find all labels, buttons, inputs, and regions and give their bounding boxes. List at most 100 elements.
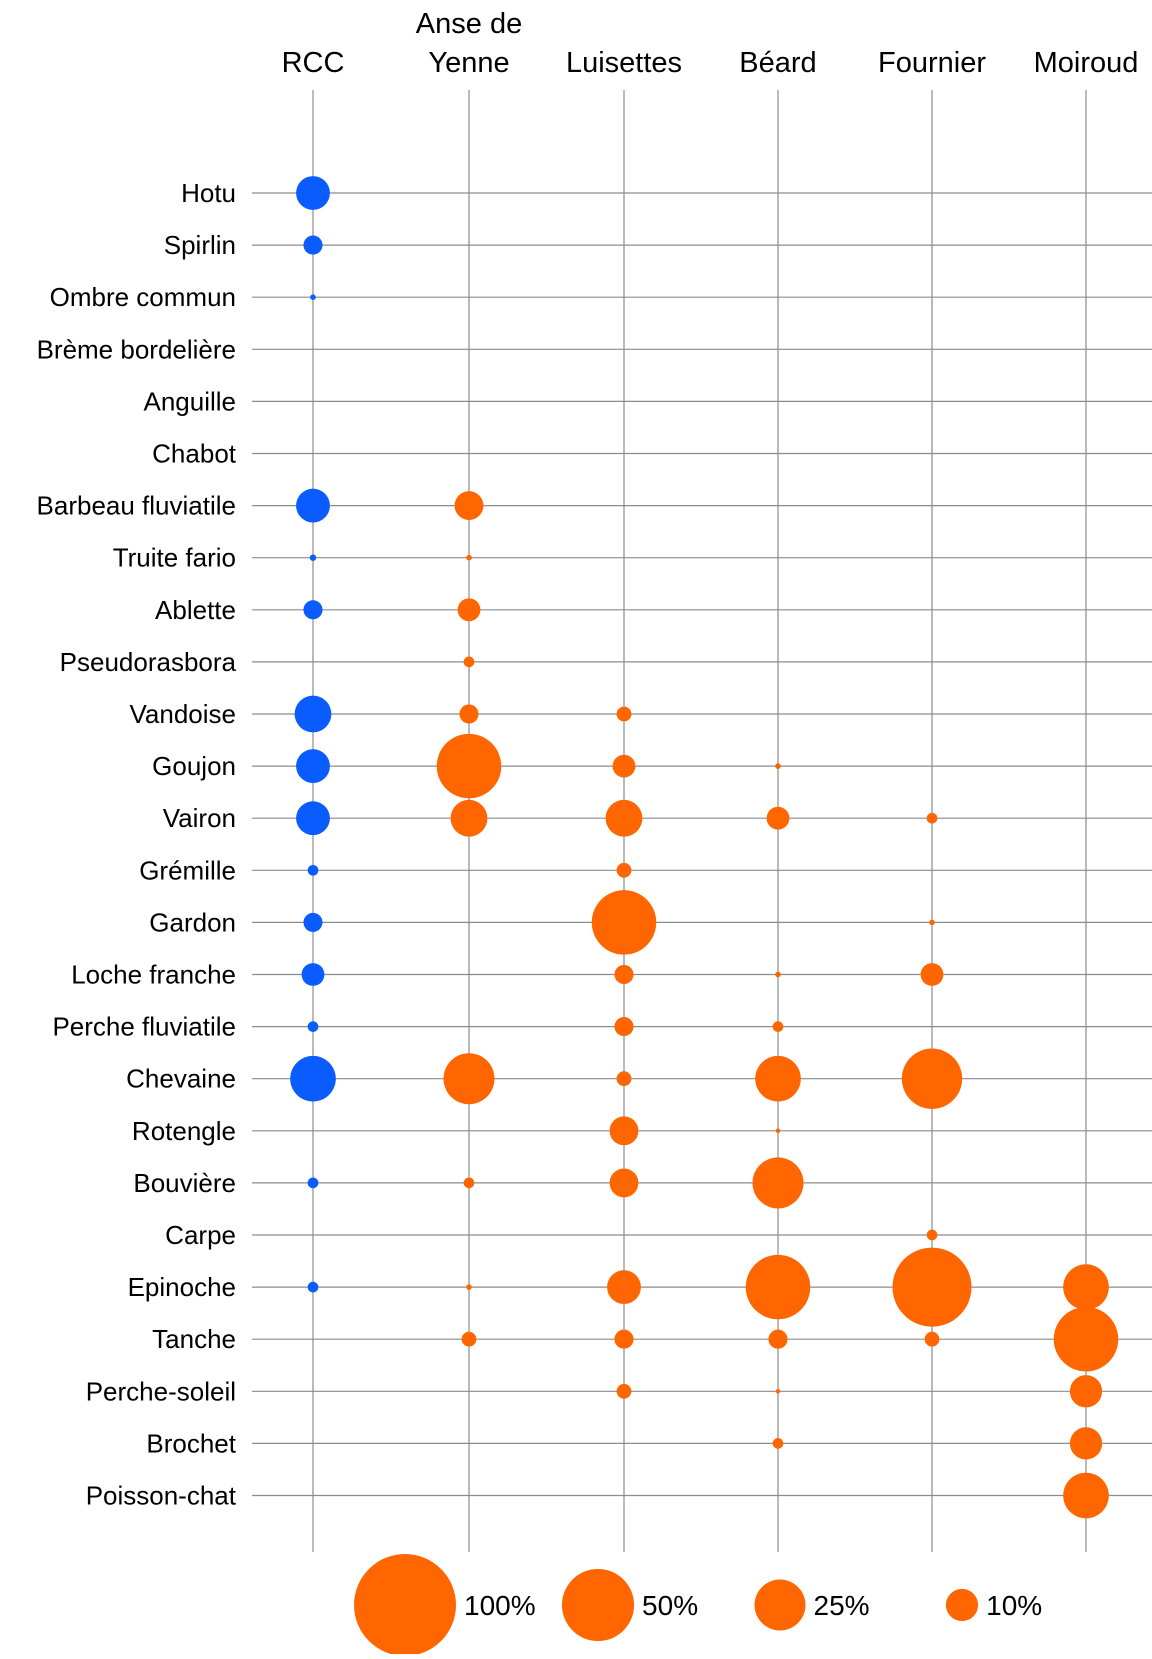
legend-bubble xyxy=(354,1554,456,1656)
data-bubble xyxy=(296,488,330,523)
data-bubble xyxy=(296,749,330,784)
data-bubble xyxy=(616,1383,632,1399)
row-label: Tanche xyxy=(152,1324,236,1354)
row-label: Barbeau fluviatile xyxy=(37,491,236,521)
grid-layer xyxy=(252,90,1152,1552)
data-bubble xyxy=(775,763,781,769)
data-bubble xyxy=(892,1247,972,1327)
row-label: Carpe xyxy=(165,1220,236,1250)
data-bubble xyxy=(457,598,481,622)
legend-label: 100% xyxy=(464,1590,536,1621)
row-label: Gardon xyxy=(149,907,236,937)
column-label: Moiroud xyxy=(1034,47,1139,79)
data-bubble xyxy=(294,695,332,733)
data-bubble xyxy=(901,1048,963,1109)
data-bubble xyxy=(616,706,632,722)
data-bubble xyxy=(459,704,479,724)
legend-label: 10% xyxy=(986,1590,1042,1621)
bubbles xyxy=(290,176,1119,1519)
row-label: Poisson-chat xyxy=(86,1481,237,1511)
row-label: Grémille xyxy=(139,855,236,885)
row-label: Chabot xyxy=(152,439,237,469)
data-bubble xyxy=(463,1177,475,1189)
legend-bubble xyxy=(561,1568,635,1642)
column-label: Anse de Yenne xyxy=(416,8,522,79)
data-bubble xyxy=(768,1329,788,1349)
data-bubble xyxy=(303,912,323,932)
data-bubble xyxy=(307,864,319,876)
data-bubble xyxy=(290,1055,336,1102)
column-labels: RCC Anse de Yenne Luisettes Béard Fournier Moi… xyxy=(282,8,1139,79)
data-bubble xyxy=(752,1157,804,1209)
row-label: Brème bordelière xyxy=(37,334,236,364)
row-labels: Hotu Spirlin Ombre commun Brème bordelière A… xyxy=(37,178,237,1511)
row-label: Vandoise xyxy=(130,699,237,729)
row-label: Vairon xyxy=(163,803,236,833)
data-bubble xyxy=(1069,1375,1103,1408)
data-bubble xyxy=(296,176,330,210)
data-bubble xyxy=(609,1168,639,1198)
data-bubble xyxy=(926,812,938,824)
data-bubble xyxy=(436,733,502,799)
row-label: Goujon xyxy=(152,751,236,781)
data-bubble xyxy=(307,1177,319,1189)
data-bubble xyxy=(614,1329,634,1349)
data-bubble xyxy=(1063,1264,1109,1310)
data-bubble xyxy=(1069,1427,1103,1460)
data-bubble xyxy=(607,1270,641,1305)
data-bubble xyxy=(772,1438,784,1449)
row-label: Spirlin xyxy=(164,230,236,260)
data-bubble xyxy=(450,799,488,837)
data-bubble xyxy=(1063,1472,1109,1519)
data-bubble xyxy=(766,806,790,830)
data-bubble xyxy=(755,1055,801,1102)
data-bubble xyxy=(307,1021,319,1032)
data-bubble xyxy=(301,963,325,986)
data-bubble xyxy=(307,1281,319,1293)
data-bubble xyxy=(303,600,323,620)
row-label: Chevaine xyxy=(126,1064,236,1094)
row-label: Brochet xyxy=(146,1428,236,1458)
row-label: Pseudorasbora xyxy=(60,647,237,677)
data-bubble xyxy=(775,1128,781,1134)
data-bubble xyxy=(454,491,484,521)
data-bubble xyxy=(296,801,330,836)
data-bubble xyxy=(929,919,935,926)
data-bubble xyxy=(924,1331,940,1347)
size-legend: 100% 50% 25% 10% xyxy=(354,1554,1042,1656)
data-bubble xyxy=(775,971,781,978)
row-label: Truite fario xyxy=(113,543,236,573)
data-bubble xyxy=(609,1116,639,1146)
data-bubble xyxy=(745,1254,811,1320)
row-label: Loche franche xyxy=(71,960,236,990)
data-bubble xyxy=(591,890,657,955)
data-bubble xyxy=(616,862,632,878)
data-bubble xyxy=(605,799,643,837)
data-bubble xyxy=(926,1229,938,1241)
data-bubble xyxy=(614,1017,634,1037)
legend-label: 25% xyxy=(814,1590,870,1621)
row-label: Bouvière xyxy=(133,1168,236,1198)
column-label: Fournier xyxy=(878,47,986,79)
row-label: Perche fluviatile xyxy=(52,1012,236,1042)
data-bubble xyxy=(466,554,472,561)
data-bubble xyxy=(303,235,323,255)
column-label: RCC xyxy=(282,47,345,79)
data-bubble xyxy=(463,656,475,668)
data-bubble xyxy=(309,554,317,561)
column-label: Béard xyxy=(739,47,816,79)
data-bubble xyxy=(775,1389,781,1394)
legend-bubble xyxy=(754,1579,806,1631)
data-bubble xyxy=(612,754,636,778)
data-bubble xyxy=(772,1021,784,1032)
legend-bubble xyxy=(945,1588,979,1622)
row-label: Ablette xyxy=(155,595,236,625)
data-bubble xyxy=(466,1284,472,1290)
data-bubble xyxy=(616,1071,632,1087)
row-label: Ombre commun xyxy=(50,282,236,312)
data-bubble xyxy=(443,1053,495,1105)
data-bubble xyxy=(310,294,316,300)
data-bubble xyxy=(461,1331,477,1347)
